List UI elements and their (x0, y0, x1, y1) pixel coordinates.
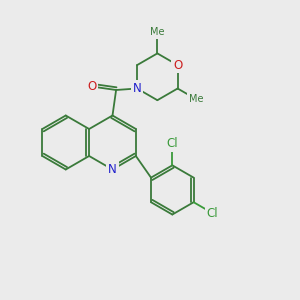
Text: Cl: Cl (206, 206, 218, 220)
Text: N: N (108, 163, 117, 176)
Text: Cl: Cl (167, 137, 178, 150)
Text: N: N (133, 82, 142, 95)
Text: Me: Me (150, 27, 165, 38)
Text: O: O (173, 58, 182, 72)
Text: O: O (87, 80, 96, 94)
Text: Me: Me (189, 94, 203, 104)
